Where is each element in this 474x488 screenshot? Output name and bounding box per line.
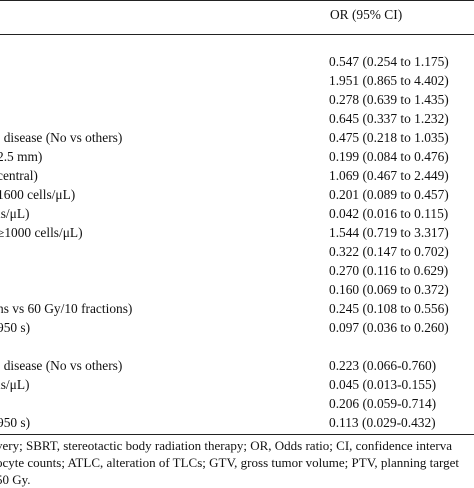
table-header: OR (95% CI)	[0, 7, 474, 27]
table-row: 0.547 (0.254 to 1.175)	[0, 54, 474, 72]
row-label: 950 s)	[0, 320, 31, 335]
row-label: ls/μL)	[0, 206, 30, 221]
table-row: 950 s) 0.113 (0.029-0.432)	[0, 415, 474, 433]
row-label: . disease (No vs others)	[0, 130, 123, 145]
table-row: ls/μL) 0.045 (0.013-0.155)	[0, 377, 474, 395]
row-value: 0.645 (0.337 to 1.232)	[329, 111, 449, 126]
table-bottom-rule	[0, 434, 474, 435]
row-value: 0.322 (0.147 to 0.702)	[329, 244, 449, 259]
row-value: 0.201 (0.089 to 0.457)	[329, 187, 449, 202]
table-row: 0.645 (0.337 to 1.232)	[0, 111, 474, 129]
row-value: 1.069 (0.467 to 2.449)	[329, 168, 449, 183]
table-row: 1600 cells/μL) 0.201 (0.089 to 0.457)	[0, 187, 474, 205]
row-value: 0.245 (0.108 to 0.556)	[329, 301, 449, 316]
table-row: central) 1.069 (0.467 to 2.449)	[0, 168, 474, 186]
row-label: central)	[0, 168, 38, 183]
table-row: 0.270 (0.116 to 0.629)	[0, 263, 474, 281]
row-value: 0.206 (0.059-0.714)	[329, 396, 437, 411]
table-row: ≥1000 cells/μL) 1.544 (0.719 to 3.317)	[0, 225, 474, 243]
footnote-line: ocyte counts; ATLC, alteration of TLCs; …	[0, 455, 460, 470]
row-value: 0.160 (0.069 to 0.372)	[329, 282, 449, 297]
row-value: 0.199 (0.084 to 0.476)	[329, 149, 449, 164]
row-label: 950 s)	[0, 415, 31, 430]
row-label: ≥1000 cells/μL)	[0, 225, 83, 240]
table-row: 1.951 (0.865 to 4.402)	[0, 73, 474, 91]
row-label: ns vs 60 Gy/10 fractions)	[0, 301, 133, 316]
table-row: ls/μL) 0.042 (0.016 to 0.115)	[0, 206, 474, 224]
table-row: 0.160 (0.069 to 0.372)	[0, 282, 474, 300]
table-row: . disease (No vs others) 0.223 (0.066-0.…	[0, 358, 474, 376]
row-label: ls/μL)	[0, 377, 30, 392]
row-value: 0.042 (0.016 to 0.115)	[329, 206, 449, 221]
table-row	[0, 339, 474, 357]
table-row: 950 s) 0.097 (0.036 to 0.260)	[0, 320, 474, 338]
row-value: 0.270 (0.116 to 0.629)	[329, 263, 449, 278]
row-value: 0.547 (0.254 to 1.175)	[329, 54, 449, 69]
row-value: 0.475 (0.218 to 1.035)	[329, 130, 449, 145]
table-row: 2.5 mm) 0.199 (0.084 to 0.476)	[0, 149, 474, 167]
footnote-line: 50 Gy.	[0, 472, 31, 487]
row-label: . disease (No vs others)	[0, 358, 123, 373]
row-value: 1.544 (0.719 to 3.317)	[329, 225, 449, 240]
row-value: 0.045 (0.013-0.155)	[329, 377, 437, 392]
table-row: . disease (No vs others) 0.475 (0.218 to…	[0, 130, 474, 148]
table-top-rule	[0, 0, 474, 1]
table-row: 0.278 (0.639 to 1.435)	[0, 92, 474, 110]
row-value: 0.113 (0.029-0.432)	[329, 415, 436, 430]
table-row: 0.322 (0.147 to 0.702)	[0, 244, 474, 262]
row-value: 0.223 (0.066-0.760)	[329, 358, 437, 373]
table-row: 0.206 (0.059-0.714)	[0, 396, 474, 414]
table-row: ns vs 60 Gy/10 fractions) 0.245 (0.108 t…	[0, 301, 474, 319]
row-label: 2.5 mm)	[0, 149, 43, 164]
footnote-line: very; SBRT, stereotactic body radiation …	[0, 438, 453, 453]
row-value: 1.951 (0.865 to 4.402)	[329, 73, 449, 88]
header-bottom-rule	[0, 34, 474, 35]
row-value: 0.278 (0.639 to 1.435)	[329, 92, 449, 107]
or-column-header: OR (95% CI)	[330, 7, 403, 22]
row-value: 0.097 (0.036 to 0.260)	[329, 320, 449, 335]
row-label: 1600 cells/μL)	[0, 187, 76, 202]
